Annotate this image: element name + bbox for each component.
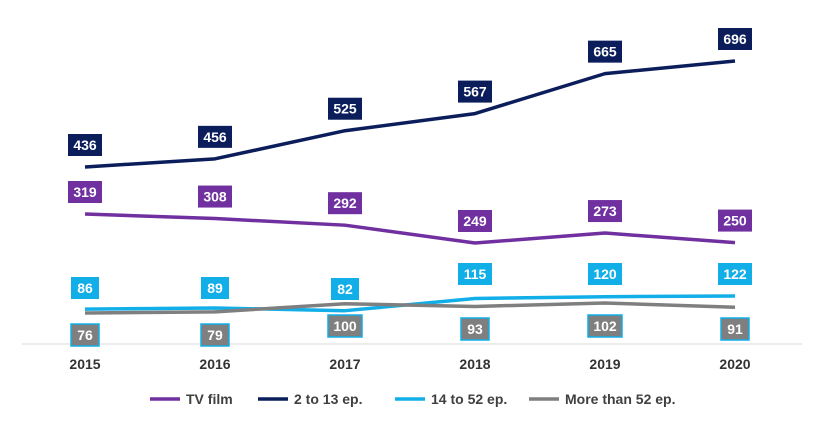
legend-label: More than 52 ep. [565,391,675,407]
data-label-box [327,314,363,338]
data-label-box [718,209,752,232]
data-label-text: 79 [207,327,223,343]
data-label-tv-film-2016: 308 [198,185,232,208]
data-label-text: 696 [723,31,747,47]
series-line-more-than-52-ep [84,301,736,315]
data-label-box [198,185,232,208]
data-label-14-to-52-ep-2017: 82 [331,278,359,300]
data-label-box [200,323,230,347]
data-label-text: 115 [464,266,487,282]
data-label-14-to-52-ep-2020: 122 [718,263,752,285]
legend-item-2-to-13-ep: 2 to 13 ep. [258,391,362,407]
data-label-text: 319 [73,184,97,200]
data-label-text: 292 [333,195,357,211]
data-label-box [71,277,99,299]
data-label-more-than-52-ep-2017: 100 [327,314,363,338]
data-label-box [68,134,102,156]
data-label-box [458,80,492,103]
data-label-tv-film-2019: 273 [588,200,622,223]
data-label-more-than-52-ep-2019: 102 [587,314,623,338]
x-tick-label-2015: 2015 [69,356,100,372]
data-label-14-to-52-ep-2016: 89 [201,277,229,299]
data-label-box [720,317,750,341]
data-label-box [68,181,102,203]
data-label-text: 567 [463,84,487,100]
data-label-text: 91 [727,321,743,337]
x-tick-label-2020: 2020 [719,356,750,372]
data-label-box [328,192,362,215]
data-label-text: 456 [203,129,227,145]
data-label-box [587,314,623,338]
x-tick-label-2016: 2016 [199,356,230,372]
data-label-text: 120 [593,266,617,282]
data-label-text: 436 [73,137,97,153]
data-label-14-to-52-ep-2018: 115 [458,263,492,285]
data-label-2-to-13-ep-2018: 567 [458,80,492,103]
data-label-text: 249 [463,213,487,229]
data-label-box [460,317,490,341]
data-label-text: 308 [203,189,227,205]
data-label-box [201,277,229,299]
data-label-more-than-52-ep-2020: 91 [720,317,750,341]
x-tick-label-2018: 2018 [459,356,490,372]
data-label-box [70,323,100,347]
data-label-tv-film-2020: 250 [718,209,752,232]
data-label-box [458,210,492,232]
x-tick-label-2019: 2019 [589,356,620,372]
data-label-box [198,125,232,148]
series-layer [84,59,736,315]
x-axis-ticks: 2015 2016 2017 2018 2019 2020 [69,356,750,372]
data-label-layer: 319 308 292 249 273 250 436 456 525 567 665 696 86 89… [68,28,752,347]
data-label-text: 525 [333,101,357,117]
data-label-text: 665 [593,44,617,60]
data-label-more-than-52-ep-2016: 79 [200,323,230,347]
legend-label: 2 to 13 ep. [294,391,362,407]
data-label-text: 89 [207,280,223,296]
data-label-text: 86 [77,280,93,296]
series-line-tv-film [84,212,736,245]
data-label-more-than-52-ep-2018: 93 [460,317,490,341]
data-label-tv-film-2015: 319 [68,181,102,203]
data-label-box [588,263,622,285]
data-label-box [588,200,622,223]
data-label-text: 102 [593,318,617,334]
data-label-2-to-13-ep-2015: 436 [68,134,102,156]
data-label-tv-film-2017: 292 [328,192,362,215]
data-label-text: 250 [723,213,747,229]
data-label-box [588,40,622,63]
data-label-text: 273 [593,203,617,219]
legend-item-tv-film: TV film [150,391,233,407]
legend-item-14-to-52-ep: 14 to 52 ep. [395,391,507,407]
legend-label: 14 to 52 ep. [431,391,507,407]
data-label-2-to-13-ep-2016: 456 [198,125,232,148]
data-label-tv-film-2018: 249 [458,210,492,232]
series-line-2-to-13-ep [84,59,736,169]
data-label-text: 82 [337,281,353,297]
data-label-2-to-13-ep-2019: 665 [588,40,622,63]
data-label-text: 76 [77,327,93,343]
data-label-box [458,263,492,285]
data-label-text: 100 [333,318,357,334]
data-label-2-to-13-ep-2020: 696 [718,28,752,50]
data-label-2-to-13-ep-2017: 525 [328,97,362,120]
legend-label: TV film [186,391,233,407]
data-label-box [718,263,752,285]
data-label-box [328,97,362,120]
x-tick-label-2017: 2017 [329,356,360,372]
data-label-14-to-52-ep-2019: 120 [588,263,622,285]
data-label-box [718,28,752,50]
data-label-more-than-52-ep-2015: 76 [70,323,100,347]
legend: TV film 2 to 13 ep. 14 to 52 ep. More than … [150,391,675,407]
legend-item-more-than-52-ep: More than 52 ep. [529,391,675,407]
data-label-14-to-52-ep-2015: 86 [71,277,99,299]
data-label-text: 122 [723,266,747,282]
data-label-box [331,278,359,300]
data-label-text: 93 [467,321,483,337]
